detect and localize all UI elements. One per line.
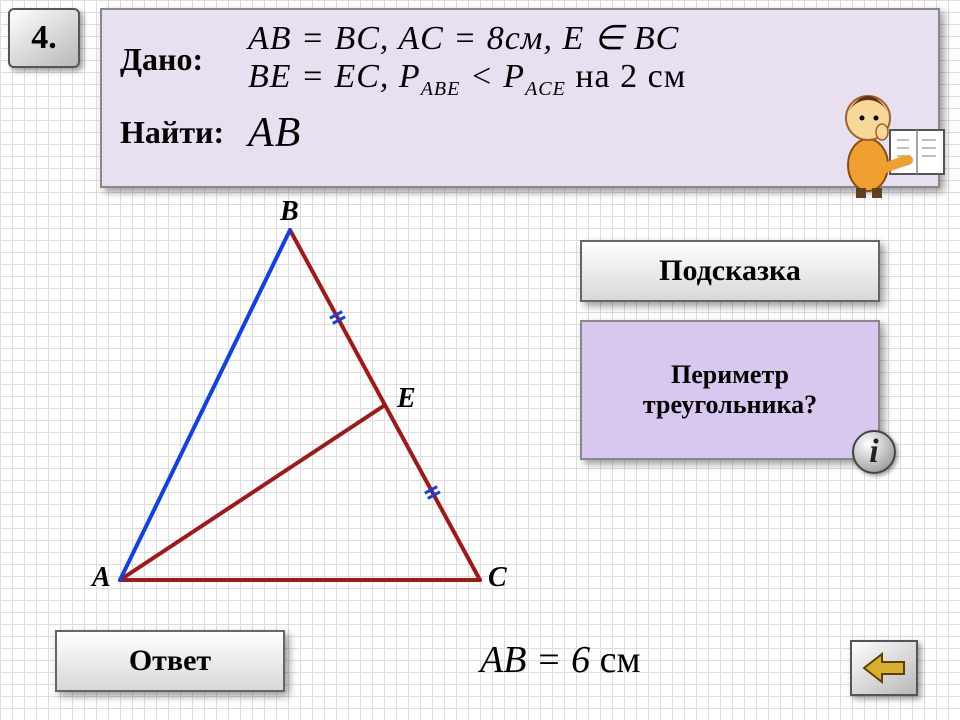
find-label: Найти:: [120, 114, 230, 151]
hint-text: Периметр треугольника?: [592, 360, 868, 420]
answer-value: AB = 6 см: [480, 638, 641, 682]
vertex-label-a: А: [92, 562, 111, 594]
given-line-1: AB = BC, AC = 8см, E ∈ BC: [248, 18, 686, 58]
info-icon[interactable]: i: [852, 430, 896, 474]
answer-button[interactable]: Ответ: [55, 630, 285, 692]
nav-back-button[interactable]: [850, 640, 918, 696]
hint-panel: Периметр треугольника?: [580, 320, 880, 460]
given-line-2: BE = EC, PABE < PACE на 2 см: [248, 58, 686, 101]
given-label: Дано:: [120, 41, 230, 78]
problem-number: 4.: [31, 19, 57, 57]
arrow-left-icon: [862, 652, 906, 684]
vertex-label-e: Е: [397, 383, 416, 415]
triangle-diagram: А В С Е: [60, 200, 540, 620]
hint-button[interactable]: Подсказка: [580, 240, 880, 302]
vertex-label-c: С: [488, 562, 507, 594]
hint-button-label: Подсказка: [659, 254, 801, 288]
answer-button-label: Ответ: [129, 644, 211, 678]
problem-number-badge: 4.: [8, 8, 80, 68]
find-value: AB: [248, 109, 301, 157]
given-panel: Дано: AB = BC, AC = 8см, E ∈ BC BE = EC,…: [100, 8, 940, 188]
vertex-label-b: В: [280, 196, 299, 228]
character-illustration: [830, 70, 950, 200]
